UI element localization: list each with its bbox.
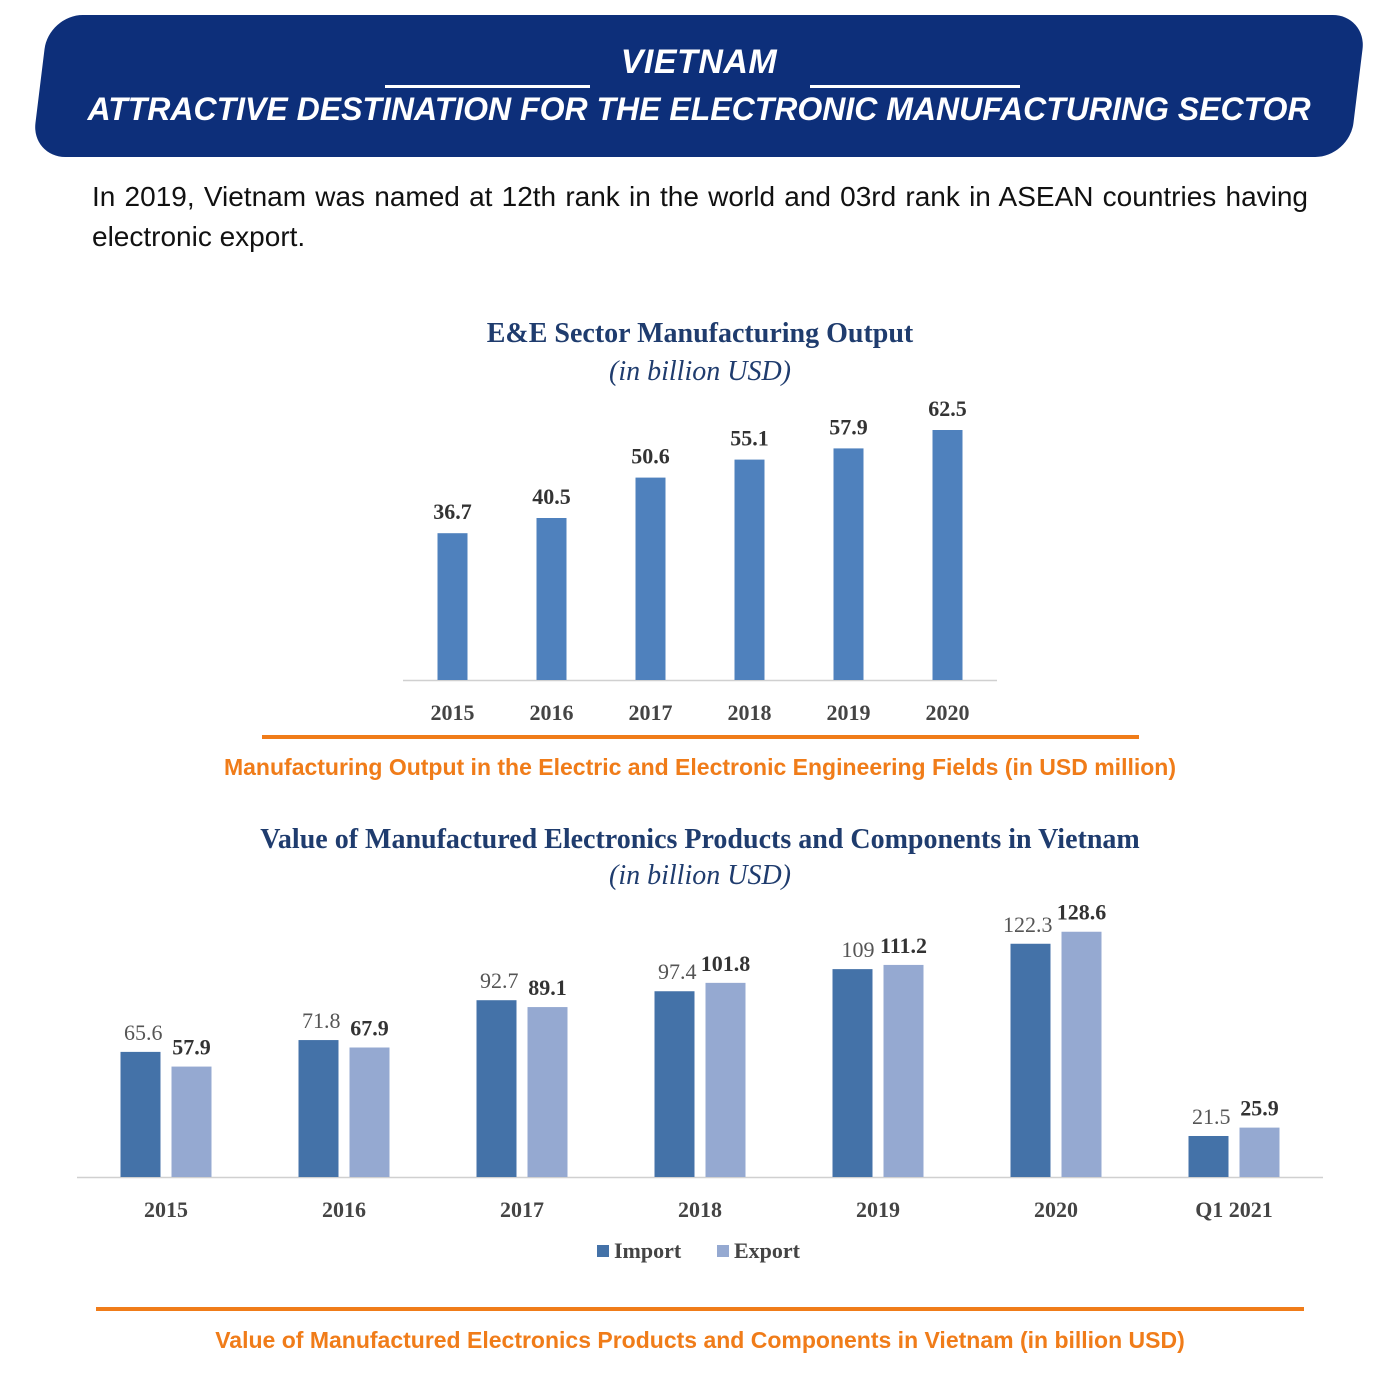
chart2-data-label-export-2015: 57.9 <box>172 1035 211 1060</box>
chart2-bar-export-2020 <box>1061 931 1102 1177</box>
chart2-data-label-export-2016: 67.9 <box>350 1016 389 1041</box>
chart2-subtitle: (in billion USD) <box>609 860 791 891</box>
legend-import-swatch <box>597 1245 609 1257</box>
chart2-data-label-import-2019: 109 <box>842 937 875 962</box>
chart2-bar-export-2015 <box>171 1066 212 1177</box>
chart2-bar-export-Q1-2021 <box>1239 1127 1280 1177</box>
chart2-bar-import-2015 <box>120 1051 161 1177</box>
chart1-title: E&E Sector Manufacturing Output <box>486 318 914 349</box>
chart2-tick-2017: 2017 <box>500 1197 544 1222</box>
chart2-bar-export-2017 <box>527 1007 568 1177</box>
chart2-bar-import-Q1-2021 <box>1188 1135 1229 1177</box>
chart2-data-label-import-2017: 92.7 <box>480 968 519 993</box>
chart2-bar-export-2019 <box>883 964 924 1177</box>
banner-subtitle: ATTRACTIVE DESTINATION FOR THE ELECTRONI… <box>87 91 1311 127</box>
chart1-tick-2020: 2020 <box>926 700 970 725</box>
chart2-bar-import-2020 <box>1010 943 1051 1177</box>
chart1-tick-2016: 2016 <box>530 700 574 725</box>
caption-rule-1 <box>262 735 1139 739</box>
chart1-data-label-2016: 40.5 <box>532 484 571 509</box>
chart1-data-label-2015: 36.7 <box>433 499 472 524</box>
chart2-tick-Q1-2021: Q1 2021 <box>1195 1197 1273 1222</box>
chart2-bar-import-2017 <box>476 1000 517 1177</box>
caption-output: Manufacturing Output in the Electric and… <box>223 754 1177 780</box>
chart2-data-label-export-Q1-2021: 25.9 <box>1240 1096 1279 1121</box>
chart2-data-label-export-2020: 128.6 <box>1057 900 1107 925</box>
chart1-data-label-2017: 50.6 <box>631 444 670 469</box>
chart2-data-label-export-2017: 89.1 <box>528 975 567 1000</box>
chart2-data-label-import-2015: 65.6 <box>124 1020 163 1045</box>
chart1-data-label-2018: 55.1 <box>730 426 769 451</box>
chart2-tick-2016: 2016 <box>322 1197 366 1222</box>
legend-import-label: Import <box>614 1238 682 1263</box>
chart1-bar-2017 <box>635 477 666 680</box>
chart1-tick-2015: 2015 <box>431 700 475 725</box>
chart2-title: Value of Manufactured Electronics Produc… <box>260 824 1140 855</box>
chart2-bar-export-2018 <box>705 982 746 1177</box>
legend-export-label: Export <box>734 1238 801 1263</box>
chart1-tick-2018: 2018 <box>728 700 772 725</box>
banner-rule-right <box>810 85 1020 88</box>
chart2-tick-2019: 2019 <box>856 1197 900 1222</box>
chart2-bar-import-2018 <box>654 991 695 1177</box>
chart1-bar-2016 <box>536 518 567 680</box>
chart1-data-label-2019: 57.9 <box>829 414 868 439</box>
caption-value: Value of Manufactured Electronics Produc… <box>215 1327 1185 1353</box>
chart2-tick-2015: 2015 <box>144 1197 188 1222</box>
chart2-data-label-import-Q1-2021: 21.5 <box>1192 1104 1231 1129</box>
chart2-data-label-import-2016: 71.8 <box>302 1008 341 1033</box>
chart1-tick-2019: 2019 <box>827 700 871 725</box>
caption-rule-2 <box>96 1307 1304 1311</box>
chart1-subtitle: (in billion USD) <box>609 356 791 387</box>
chart2-data-label-export-2019: 111.2 <box>880 933 927 958</box>
banner-rule-left <box>385 85 590 88</box>
chart2-tick-2020: 2020 <box>1034 1197 1078 1222</box>
banner-title: VIETNAM <box>620 43 778 81</box>
chart2-bar-import-2019 <box>832 969 873 1177</box>
chart2-data-label-export-2018: 101.8 <box>701 951 751 976</box>
chart2-data-label-import-2018: 97.4 <box>658 959 697 984</box>
header-banner-text: VIETNAM ATTRACTIVE DESTINATION FOR THE E… <box>40 15 1358 157</box>
chart1-bar-2015 <box>437 533 468 680</box>
chart2-bar-import-2016 <box>298 1040 339 1177</box>
chart1-bar-2020 <box>932 430 963 680</box>
chart1-bar-2018 <box>734 459 765 680</box>
chart1-data-label-2020: 62.5 <box>928 396 967 421</box>
chart2-tick-2018: 2018 <box>678 1197 722 1222</box>
intro-text: In 2019, Vietnam was named at 12th rank … <box>92 181 1308 252</box>
chart1-tick-2017: 2017 <box>629 700 673 725</box>
legend-export-swatch <box>717 1245 729 1257</box>
chart1-bar-2019 <box>833 448 864 680</box>
chart2-bar-export-2016 <box>349 1047 390 1177</box>
chart2-data-label-import-2020: 122.3 <box>1003 912 1053 937</box>
